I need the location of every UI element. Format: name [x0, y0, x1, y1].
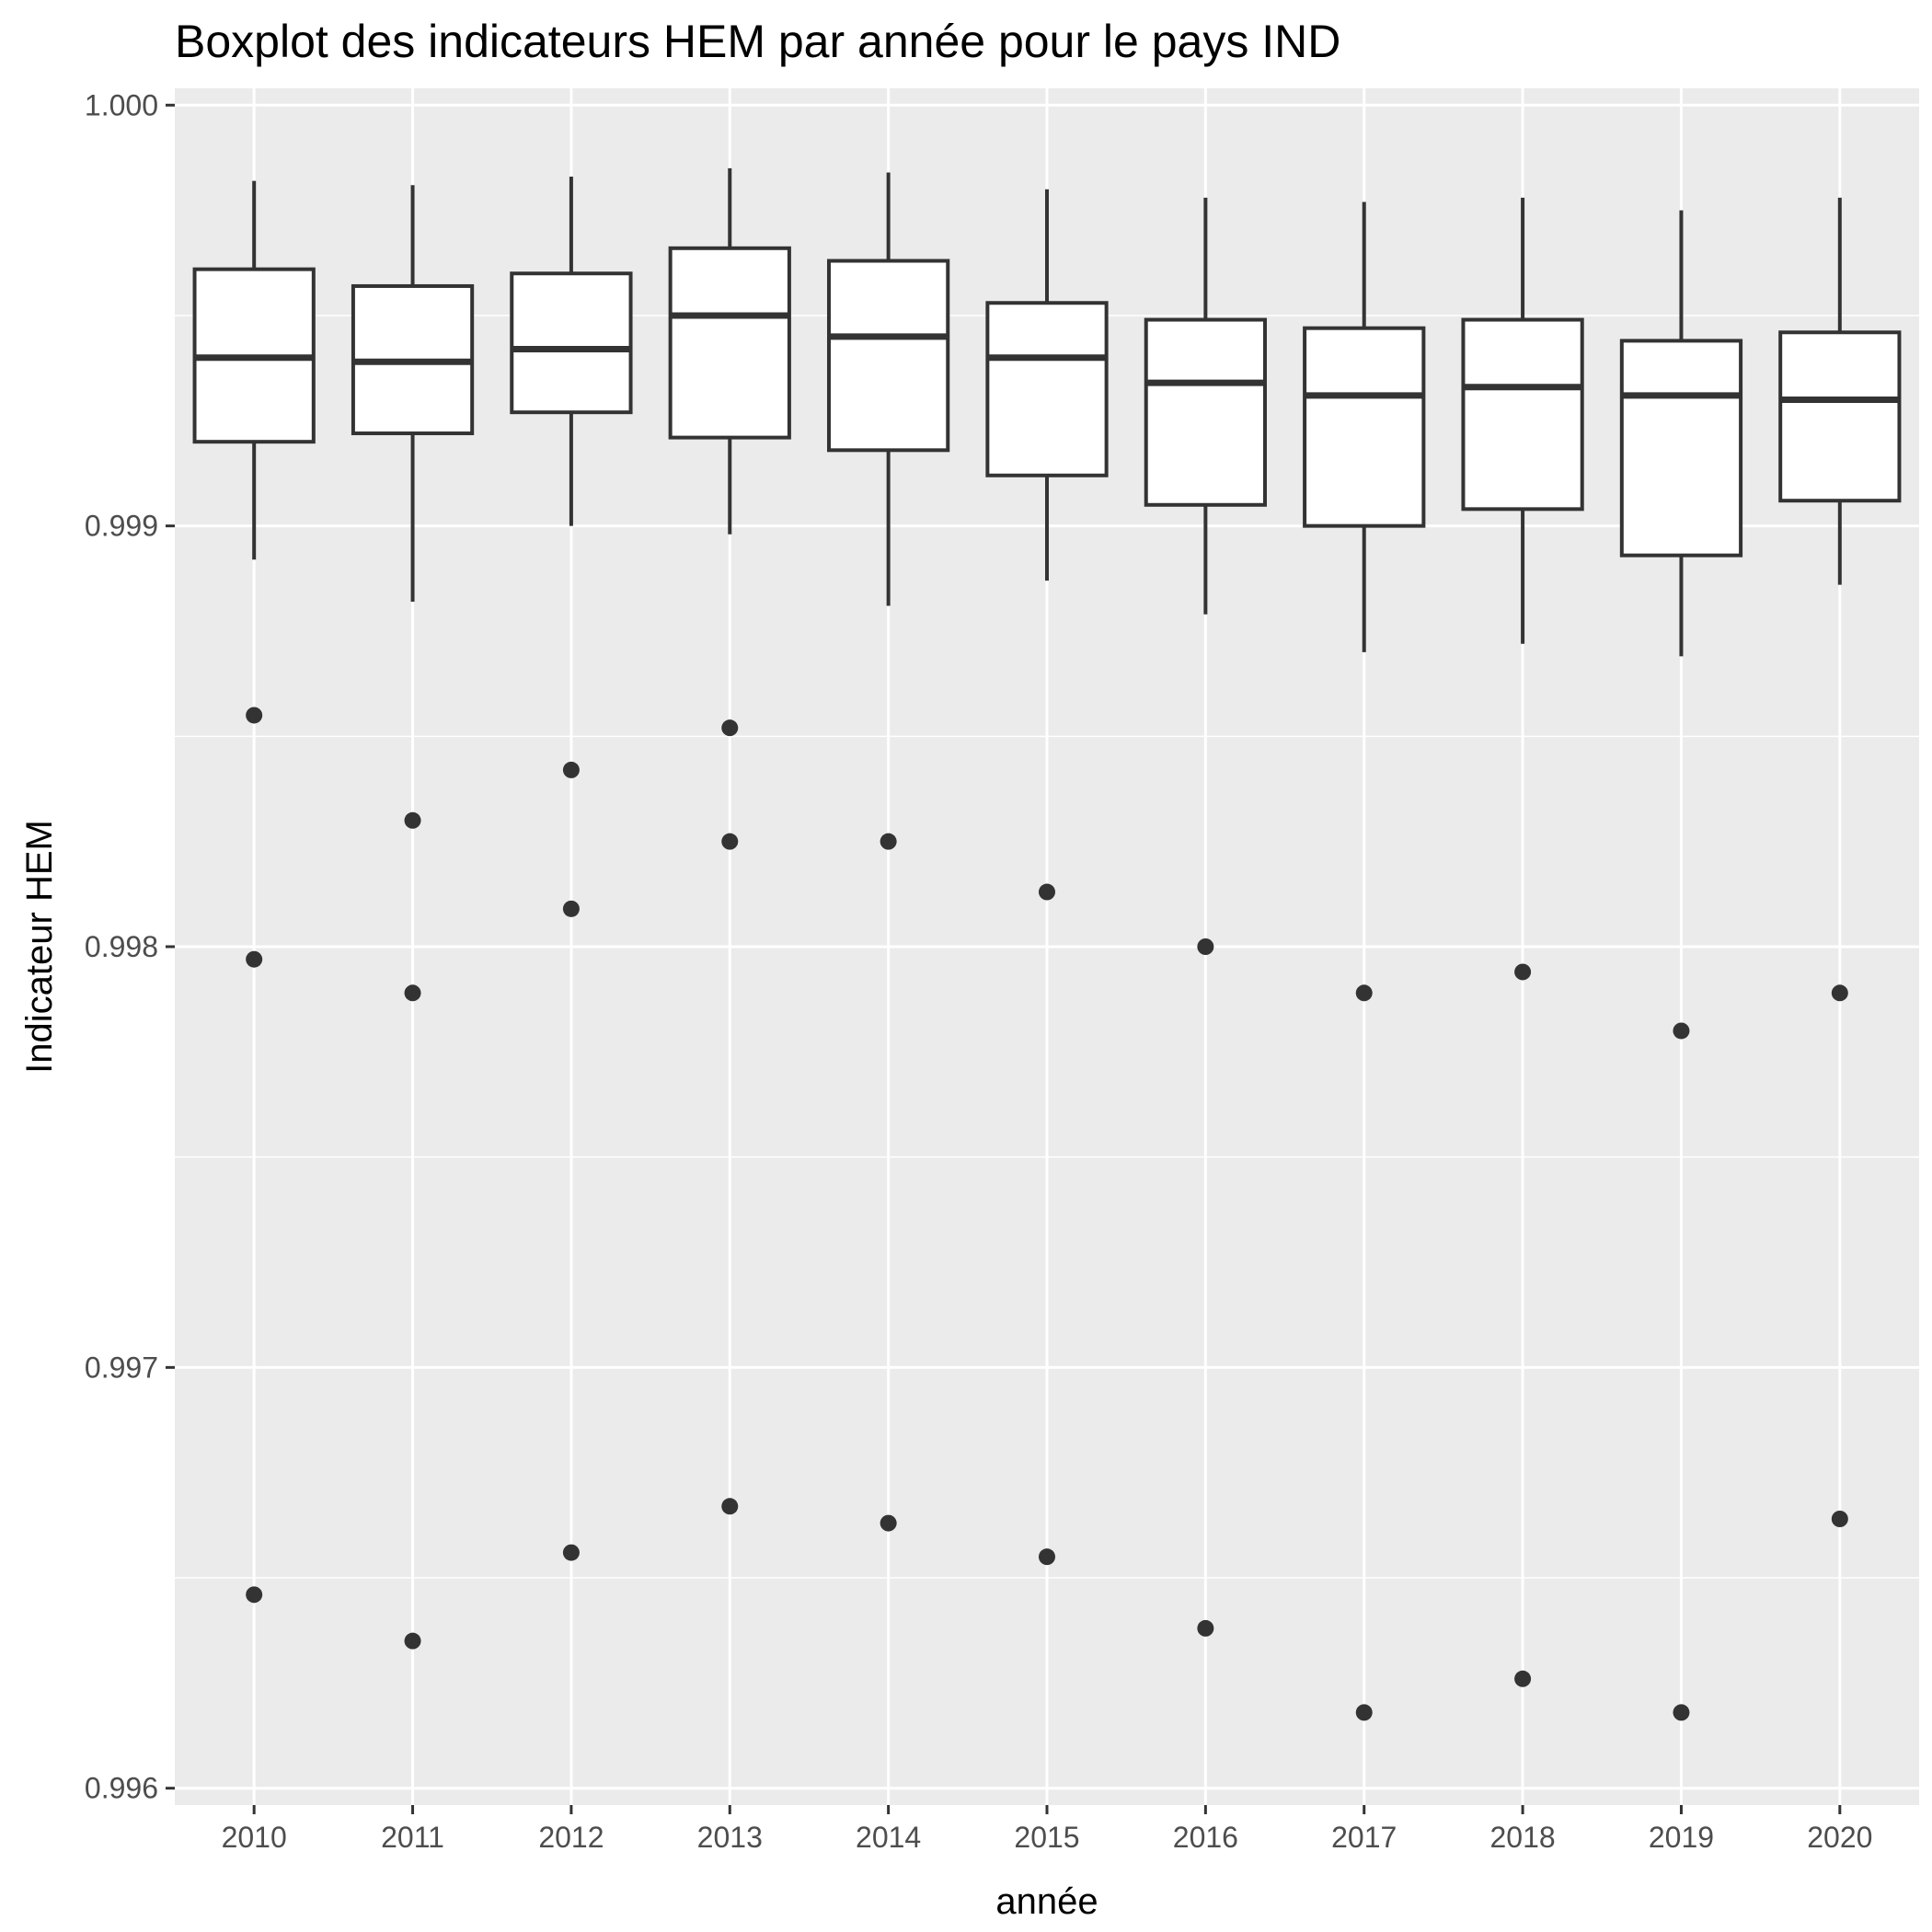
box-2012 — [510, 177, 633, 1561]
y-tick-label: 0.998 — [85, 930, 158, 963]
box-2010 — [192, 180, 316, 1604]
outlier-point — [562, 900, 580, 917]
x-tick-label: 2011 — [381, 1821, 444, 1854]
outlier-point — [721, 719, 739, 737]
outlier-point — [1514, 963, 1532, 981]
box-2017 — [1303, 201, 1426, 1721]
box-2016 — [1144, 197, 1268, 1637]
box-2020 — [1778, 197, 1902, 1527]
box-iqr — [510, 271, 633, 415]
x-axis-title: année — [995, 1881, 1098, 1922]
x-tick-label: 2017 — [1331, 1821, 1397, 1854]
box-iqr — [985, 301, 1109, 477]
outlier-point — [1514, 1670, 1532, 1687]
y-axis-title: Indicateur HEM — [19, 820, 60, 1074]
box-iqr — [1303, 326, 1426, 528]
y-tick-label: 0.997 — [85, 1351, 158, 1384]
outlier-point — [1039, 883, 1055, 901]
outlier-point — [1197, 938, 1214, 955]
box-2015 — [985, 189, 1109, 1566]
box-iqr — [1778, 330, 1902, 503]
outlier-point — [1831, 984, 1848, 1002]
outlier-point — [1355, 984, 1373, 1002]
y-tick-label: 0.996 — [85, 1772, 158, 1805]
outlier-point — [562, 761, 580, 778]
outlier-point — [404, 1632, 421, 1650]
outlier-point — [1197, 1619, 1214, 1637]
outlier-point — [721, 1498, 739, 1515]
box-2011 — [351, 185, 475, 1650]
outlier-point — [1673, 1704, 1690, 1721]
chart-title: Boxplot des indicateurs HEM par année po… — [175, 16, 1340, 67]
box-2019 — [1619, 210, 1743, 1721]
box-iqr — [1461, 317, 1584, 512]
box-iqr — [827, 259, 950, 453]
outlier-point — [246, 1586, 263, 1604]
box-iqr — [1144, 317, 1268, 507]
x-tick-label: 2013 — [697, 1821, 763, 1854]
box-2018 — [1461, 197, 1584, 1687]
outlier-point — [1355, 1704, 1373, 1721]
y-tick-label: 0.999 — [85, 510, 158, 543]
box-iqr — [668, 246, 791, 440]
box-2014 — [827, 172, 950, 1532]
x-tick-label: 2019 — [1649, 1821, 1714, 1854]
outlier-point — [246, 950, 263, 968]
outlier-point — [404, 984, 421, 1002]
outlier-point — [880, 1514, 897, 1532]
outlier-point — [246, 707, 263, 724]
box-2013 — [668, 167, 791, 1515]
outlier-point — [404, 811, 421, 829]
x-axis: 2010 2011 2012 2013 2014 2015 2016 2017 2018 2019… — [222, 1805, 1872, 1854]
y-axis: 0.996 0.997 0.998 0.999 1.000 — [85, 88, 175, 1805]
boxes-layer — [192, 167, 1902, 1721]
x-tick-label: 2010 — [222, 1821, 287, 1854]
box-iqr — [1619, 339, 1743, 558]
x-tick-label: 2012 — [538, 1821, 604, 1854]
outlier-point — [562, 1544, 580, 1561]
outlier-point — [1673, 1022, 1690, 1040]
x-tick-label: 2015 — [1014, 1821, 1079, 1854]
x-tick-label: 2016 — [1173, 1821, 1238, 1854]
outlier-point — [1831, 1511, 1848, 1527]
x-tick-label: 2018 — [1489, 1821, 1555, 1854]
x-tick-label: 2014 — [856, 1821, 921, 1854]
outlier-point — [721, 833, 739, 850]
x-tick-label: 2020 — [1807, 1821, 1872, 1854]
y-tick-label: 1.000 — [85, 88, 158, 121]
outlier-point — [1039, 1548, 1055, 1566]
outlier-point — [880, 833, 897, 850]
